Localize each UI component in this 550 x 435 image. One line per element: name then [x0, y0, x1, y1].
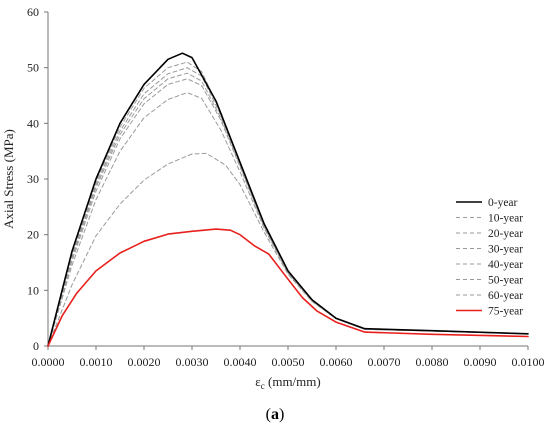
legend-label: 20-year — [488, 228, 523, 240]
x-axis-title-symbol: ε — [255, 374, 261, 389]
legend-label: 0-year — [488, 197, 518, 209]
legend-label: 10-year — [488, 213, 523, 225]
x-tick-label: 0.0050 — [272, 355, 305, 369]
series-line-30-year — [47, 72, 529, 347]
x-axis-title-unit: (mm/mm) — [265, 374, 321, 389]
legend-label: 50-year — [488, 275, 523, 287]
legend-label: 30-year — [488, 244, 523, 256]
plot-area: 0.0000 0.0010 0.0020 0.0030 0.0040 0.0050 0.00… — [27, 5, 545, 369]
x-axis-title: εc (mm/mm) — [255, 374, 320, 391]
y-tick-label: 40 — [27, 116, 39, 130]
legend-label: 75-year — [488, 306, 523, 318]
x-tick-label: 0.0010 — [80, 355, 113, 369]
series-line-20-year — [47, 67, 529, 347]
series-line-60-year — [47, 152, 529, 347]
x-tick-label: 0.0060 — [320, 355, 353, 369]
x-tick-label: 0.0020 — [128, 355, 161, 369]
x-axis-ticks: 0.0000 0.0010 0.0020 0.0030 0.0040 0.0050 0.00… — [32, 346, 545, 369]
series-line-0-year — [47, 52, 529, 347]
series-line-10-year — [47, 61, 529, 347]
legend: 0-year 10-year 20-year 30-year 40-year 50-yea… — [456, 197, 523, 318]
x-tick-label: 0.0070 — [368, 355, 401, 369]
x-tick-label: 0.0040 — [224, 355, 257, 369]
series-line-75-year — [47, 228, 529, 347]
x-tick-label: 0.0080 — [416, 355, 449, 369]
legend-label: 60-year — [488, 290, 523, 302]
figure-caption: (a) — [0, 406, 550, 424]
x-tick-label: 0.0000 — [32, 355, 65, 369]
chart-svg: 0.0000 0.0010 0.0020 0.0030 0.0040 0.0050 0.00… — [1, 5, 545, 391]
x-tick-label: 0.0090 — [464, 355, 497, 369]
y-tick-label: 0 — [33, 339, 39, 353]
caption-label: a — [271, 406, 279, 423]
y-tick-label: 50 — [27, 61, 39, 75]
series-line-40-year — [47, 78, 529, 347]
x-axis-title-subscript: c — [261, 381, 265, 391]
y-tick-label: 10 — [27, 283, 39, 297]
x-tick-label: 0.0030 — [176, 355, 209, 369]
y-tick-label: 30 — [27, 172, 39, 186]
y-axis-ticks: 0 10 20 30 40 50 60 — [27, 5, 48, 353]
series-line-50-year — [47, 92, 529, 347]
y-tick-label: 20 — [27, 228, 39, 242]
legend-label: 40-year — [488, 259, 523, 271]
caption-open: ( — [265, 406, 271, 423]
caption-close: ) — [279, 406, 285, 423]
y-tick-label: 60 — [27, 5, 39, 19]
series-lines — [47, 52, 529, 347]
y-axis-title: Axial Stress (MPa) — [1, 129, 16, 229]
x-tick-label: 0.0100 — [512, 355, 545, 369]
